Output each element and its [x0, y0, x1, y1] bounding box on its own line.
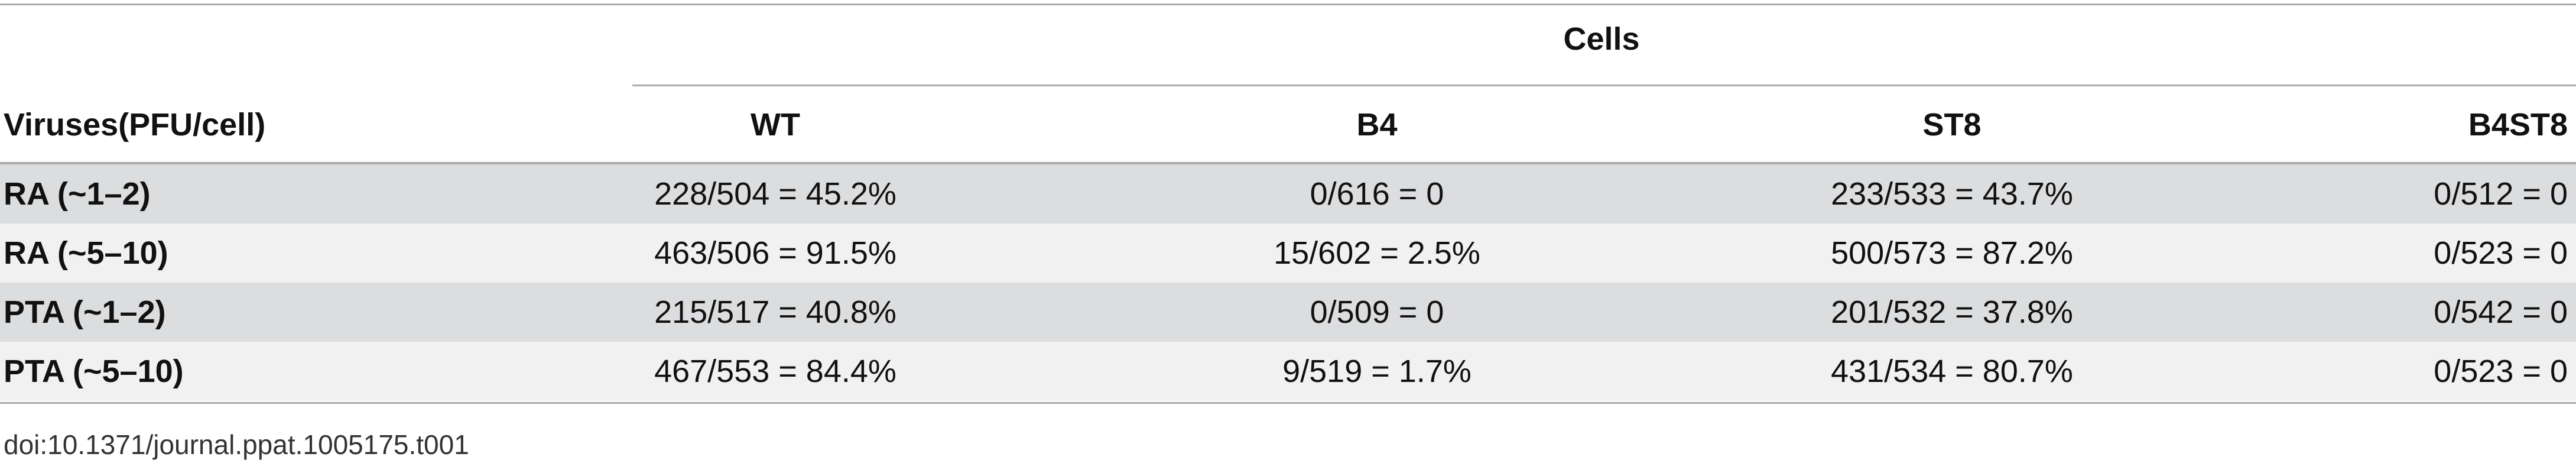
row-header: PTA (~5–10)	[4, 354, 184, 389]
table-cell: 0/616 = 0	[1310, 176, 1444, 212]
table-cell: 9/519 = 1.7%	[1282, 354, 1471, 389]
table-cell: 463/506 = 91.5%	[654, 235, 896, 271]
table-row: RA (~5–10) 463/506 = 91.5% 15/602 = 2.5% 50…	[0, 223, 2576, 283]
table-cell: 0/523 = 0	[2434, 354, 2568, 389]
doi: doi:10.1371/journal.ppat.1005175.t001	[4, 429, 469, 460]
table-title: Cells	[1563, 21, 1640, 57]
column-header: B4ST8	[2468, 107, 2568, 142]
table-cell: 0/542 = 0	[2434, 294, 2568, 330]
row-header: RA (~5–10)	[4, 235, 168, 271]
table-cell: 467/553 = 84.4%	[654, 354, 896, 389]
column-header: WT	[751, 107, 800, 142]
table-row: RA (~1–2) 228/504 = 45.2% 0/616 = 0 233/533…	[0, 164, 2576, 223]
column-header: ST8	[1922, 107, 1981, 142]
table-row: PTA (~5–10) 467/553 = 84.4% 9/519 = 1.7% 43…	[0, 342, 2576, 401]
table-cell: 228/504 = 45.2%	[654, 176, 896, 212]
rule	[0, 402, 2576, 404]
rule	[0, 4, 2576, 5]
table-row: PTA (~1–2) 215/517 = 40.8% 0/509 = 0 201/53…	[0, 283, 2576, 342]
table-cell: 15/602 = 2.5%	[1274, 235, 1480, 271]
table-cell: 431/534 = 80.7%	[1831, 354, 2073, 389]
rule	[632, 85, 2576, 86]
table-cell: 0/512 = 0	[2434, 176, 2568, 212]
table-cell: 201/532 = 37.8%	[1831, 294, 2073, 330]
header-row: Viruses(PFU/cell) WT B4 ST8 B4ST8	[0, 95, 2576, 154]
table-cell: 500/573 = 87.2%	[1831, 235, 2073, 271]
table-cell: 215/517 = 40.8%	[654, 294, 896, 330]
row-header: PTA (~1–2)	[4, 294, 166, 330]
row-header: RA (~1–2)	[4, 176, 151, 212]
table-cell: 0/509 = 0	[1310, 294, 1444, 330]
rule	[0, 162, 2576, 164]
column-header: B4	[1356, 107, 1398, 142]
table-cell: 233/533 = 43.7%	[1831, 176, 2073, 212]
table-cell: 0/523 = 0	[2434, 235, 2568, 271]
column-header: Viruses(PFU/cell)	[4, 107, 266, 142]
